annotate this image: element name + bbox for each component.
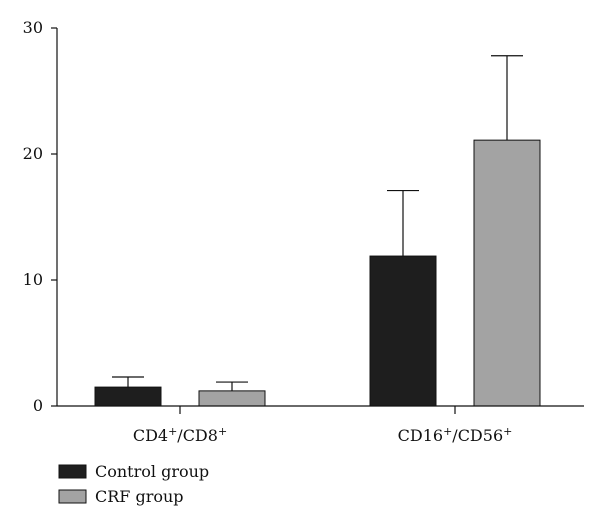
y-tick-label: 0 [33, 396, 43, 415]
bar [94, 386, 162, 407]
y-tick-label: 10 [23, 270, 43, 289]
y-tick-label: 20 [23, 144, 43, 163]
category-label-part: CD56 [458, 426, 503, 445]
category-label-part: CD8 [183, 426, 218, 445]
category-label: CD4+/CD8+ [133, 425, 227, 446]
bar [198, 390, 266, 407]
legend-label: CRF group [95, 487, 184, 506]
legend: Control group CRF group [58, 462, 209, 506]
category-label-part: / [452, 426, 458, 445]
legend-swatch [58, 489, 87, 504]
bar [473, 139, 541, 407]
category-label-part: CD16 [398, 426, 443, 445]
y-tick-label: 30 [23, 18, 43, 37]
category-label: CD16+/CD56+ [398, 425, 513, 446]
legend-label: Control group [95, 462, 209, 481]
bar [369, 255, 437, 407]
category-label-part: + [218, 425, 227, 438]
plot-area [94, 55, 541, 407]
category-label-part: CD4 [133, 426, 168, 445]
legend-swatch [58, 464, 87, 479]
category-label-part: + [168, 425, 177, 438]
category-label-part: + [503, 425, 512, 438]
category-label-part: + [443, 425, 452, 438]
category-label-part: / [177, 426, 183, 445]
